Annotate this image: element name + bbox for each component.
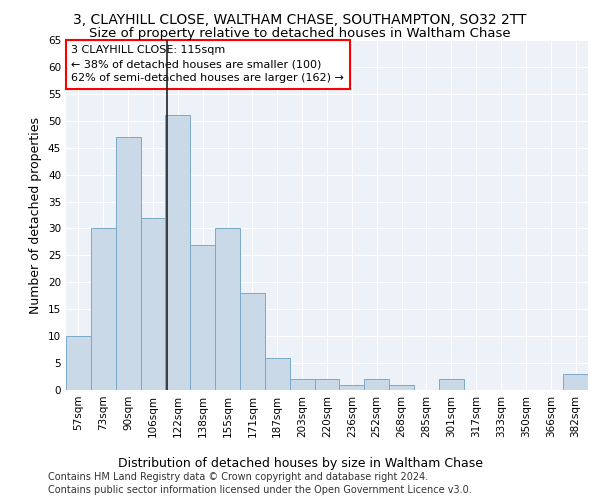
Bar — [439, 379, 464, 390]
Bar — [364, 379, 389, 390]
Bar — [140, 218, 166, 390]
Text: Distribution of detached houses by size in Waltham Chase: Distribution of detached houses by size … — [118, 458, 482, 470]
Text: Contains public sector information licensed under the Open Government Licence v3: Contains public sector information licen… — [48, 485, 472, 495]
Text: Contains HM Land Registry data © Crown copyright and database right 2024.: Contains HM Land Registry data © Crown c… — [48, 472, 428, 482]
Bar — [314, 379, 340, 390]
Bar — [116, 137, 140, 390]
Y-axis label: Number of detached properties: Number of detached properties — [29, 116, 43, 314]
Text: 3, CLAYHILL CLOSE, WALTHAM CHASE, SOUTHAMPTON, SO32 2TT: 3, CLAYHILL CLOSE, WALTHAM CHASE, SOUTHA… — [73, 12, 527, 26]
Bar — [340, 384, 364, 390]
Bar — [190, 244, 215, 390]
Bar — [215, 228, 240, 390]
Bar — [563, 374, 588, 390]
Bar — [389, 384, 414, 390]
Bar — [290, 379, 314, 390]
Bar — [240, 293, 265, 390]
Bar — [166, 116, 190, 390]
Bar — [265, 358, 290, 390]
Text: Size of property relative to detached houses in Waltham Chase: Size of property relative to detached ho… — [89, 28, 511, 40]
Text: 3 CLAYHILL CLOSE: 115sqm
← 38% of detached houses are smaller (100)
62% of semi-: 3 CLAYHILL CLOSE: 115sqm ← 38% of detach… — [71, 46, 344, 84]
Bar — [66, 336, 91, 390]
Bar — [91, 228, 116, 390]
